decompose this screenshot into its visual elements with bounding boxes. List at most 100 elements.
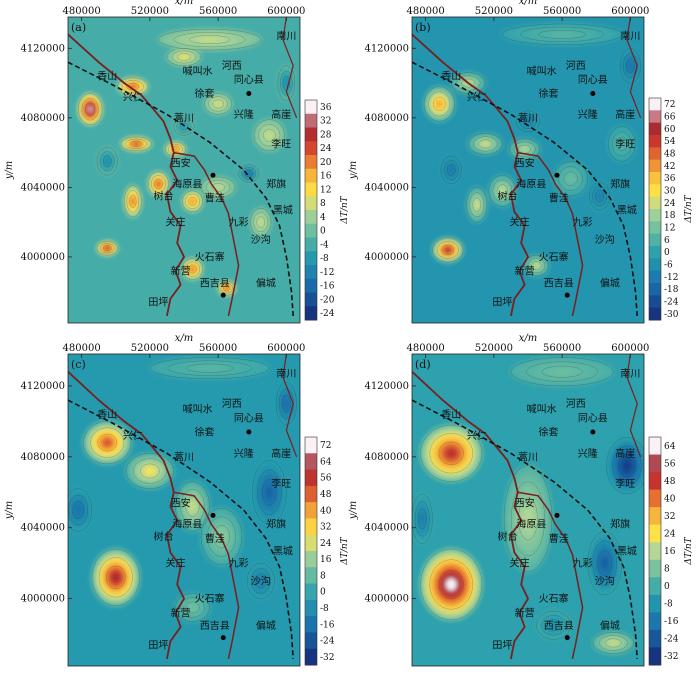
place-label: 同心县 — [234, 74, 264, 86]
place-label: 沙沟 — [251, 574, 271, 587]
colorbar-frame — [648, 436, 662, 666]
contour-line — [262, 479, 277, 506]
anomaly-7-level-6 — [419, 514, 425, 524]
place-label: 兴仁 — [467, 91, 487, 103]
contour-line — [524, 254, 549, 277]
x-axis-label: x/m — [175, 333, 194, 344]
colorbar-frame — [648, 97, 662, 321]
place-label: 树台 — [498, 190, 518, 203]
colorbar-tick-label: 6 — [664, 236, 670, 246]
map-frame — [411, 16, 645, 324]
colorbar-tick-label: 48 — [664, 477, 676, 487]
colorbar-swatch — [649, 472, 661, 491]
place-label: 喊叫水 — [183, 65, 213, 77]
contour-line — [175, 593, 210, 622]
contour-line — [132, 458, 167, 484]
contour-line — [150, 175, 166, 193]
contour-line — [432, 237, 464, 263]
contour-line — [180, 597, 205, 618]
colorbar-tick-label: -16 — [664, 617, 679, 627]
contour-line — [158, 28, 262, 51]
contour-line — [563, 171, 578, 186]
contour-line — [96, 147, 118, 176]
contour-line — [168, 144, 183, 155]
anomaly-6-level-6 — [130, 198, 136, 205]
contour-line — [558, 166, 583, 192]
contour-line — [473, 136, 498, 152]
anomaly-1-level-6 — [445, 578, 457, 591]
contour-line — [472, 197, 482, 212]
anomaly-10-level-6 — [618, 140, 625, 148]
colorbar-swatch — [649, 122, 661, 136]
colorbar-swatch — [305, 567, 317, 585]
place-label: 香山 — [441, 71, 461, 83]
x-tick-label: 600000 — [611, 343, 649, 354]
contour-line — [598, 635, 628, 651]
contour-line — [147, 171, 169, 197]
contour-line — [478, 139, 493, 149]
colorbar-tick-label: -8 — [320, 604, 329, 614]
colorbar-swatch — [305, 648, 317, 666]
place-label: 关庄 — [509, 216, 529, 229]
anomaly-blobs — [422, 22, 642, 278]
contour-line — [166, 48, 202, 66]
anomaly-blobs — [77, 28, 296, 297]
anomaly-9-level-6 — [75, 505, 82, 515]
map-frame — [411, 353, 645, 667]
colorbar-tick-label: 16 — [664, 547, 676, 557]
place-label: 树台 — [154, 190, 174, 203]
place-label: 黑城 — [273, 545, 293, 557]
contour-line — [428, 91, 451, 117]
y-tick-label: 4080000 — [364, 452, 409, 463]
anomaly-6-level-6 — [444, 247, 452, 253]
contour-line — [164, 141, 186, 157]
panel-label: (c) — [71, 358, 86, 371]
contour-line — [468, 133, 503, 155]
anomaly-0-level-6 — [102, 438, 112, 447]
fault-branch — [173, 151, 240, 317]
x-tick-label: 480000 — [407, 343, 445, 354]
fault-line — [412, 371, 530, 660]
y-tick-label: 4080000 — [20, 452, 65, 463]
contour-line — [246, 562, 275, 599]
place-label: 兴仁 — [467, 430, 487, 442]
colorbar-swatch — [305, 210, 317, 225]
contour-line — [469, 192, 485, 218]
colorbar-swatch — [649, 159, 661, 173]
contour-line — [553, 161, 588, 197]
contour-line — [68, 494, 89, 526]
place-label: 火石寨 — [539, 250, 569, 263]
colorbar-tick-label: 56 — [320, 474, 332, 484]
colorbar-frame — [304, 436, 318, 666]
place-label: 田坪 — [492, 296, 512, 309]
y-tick-label: 4040000 — [20, 523, 65, 534]
contour-line — [105, 565, 126, 589]
panel-label: (d) — [415, 358, 431, 371]
place-label: 西吉县 — [200, 277, 230, 289]
contour-line — [282, 394, 291, 413]
contour-line — [211, 182, 226, 192]
anomaly-1-level-6 — [145, 467, 155, 475]
contour-line — [527, 258, 546, 274]
contour-line — [129, 140, 143, 147]
place-label: 曹洼 — [205, 191, 225, 204]
colorbar-label: ΔT/nT — [684, 536, 694, 565]
colorbar-tick-label: -8 — [664, 600, 673, 610]
contour-line — [77, 93, 103, 126]
contour-line — [72, 501, 84, 519]
contour-line — [446, 164, 456, 176]
place-label: 偏城 — [600, 619, 620, 632]
contour-line — [176, 120, 192, 133]
colorbar-swatch — [305, 306, 317, 321]
contour-line — [432, 96, 446, 112]
contour-line — [546, 619, 561, 632]
contour-line — [536, 610, 571, 640]
anomaly-12-level-6 — [597, 193, 603, 200]
y-tick-label: 4040000 — [364, 523, 409, 534]
anomaly-16-level-6 — [284, 79, 289, 87]
